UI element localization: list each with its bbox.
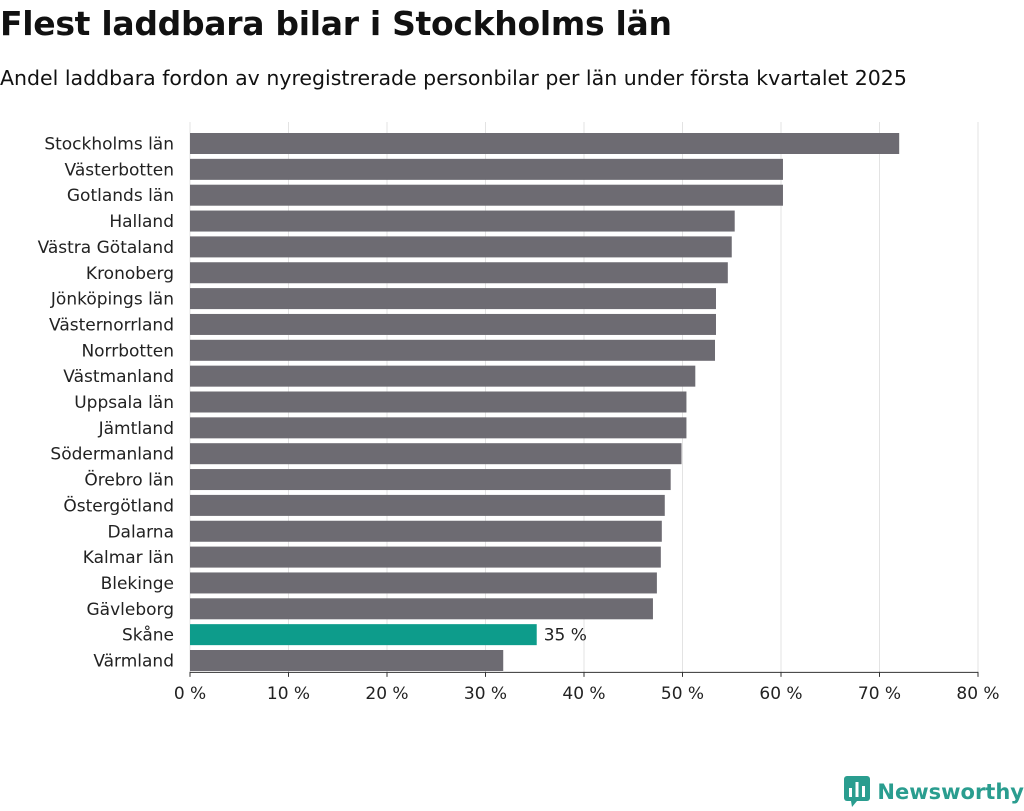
category-label: Kronoberg	[86, 264, 174, 284]
bar	[190, 624, 537, 646]
chart-title: Flest laddbara bilar i Stockholms län	[0, 4, 672, 43]
bar	[190, 520, 662, 542]
category-label: Västernorrland	[49, 315, 174, 335]
bar	[190, 133, 900, 154]
category-label: Jönköpings län	[50, 290, 174, 310]
x-tick-label: 10 %	[267, 684, 310, 704]
bar	[190, 598, 653, 620]
bar	[190, 469, 671, 491]
bar	[190, 313, 716, 335]
bar	[190, 443, 682, 465]
x-tick-label: 70 %	[858, 684, 901, 704]
category-label: Värmland	[93, 652, 174, 672]
category-label: Norrbotten	[81, 341, 174, 361]
category-label: Halland	[109, 212, 174, 232]
data-label: 35 %	[544, 626, 587, 646]
bar-chart-logo-icon	[844, 776, 871, 807]
bar	[190, 365, 696, 387]
category-label: Jämtland	[98, 419, 174, 439]
category-label: Kalmar län	[83, 548, 174, 568]
brand-logo: Newsworthy	[844, 776, 1024, 808]
category-label: Uppsala län	[74, 393, 174, 413]
bar	[190, 494, 665, 516]
x-tick-label: 30 %	[464, 684, 507, 704]
category-label: Skåne	[122, 625, 174, 646]
category-label: Gävleborg	[86, 600, 174, 620]
bar	[190, 210, 735, 232]
bar	[190, 288, 716, 310]
category-label: Stockholms län	[44, 135, 174, 155]
category-label: Gotlands län	[67, 186, 174, 206]
x-tick-label: 20 %	[365, 684, 408, 704]
category-label: Södermanland	[50, 445, 174, 465]
category-label: Västmanland	[63, 367, 174, 387]
bar	[190, 158, 783, 180]
category-label: Blekinge	[101, 574, 174, 594]
bar	[190, 236, 732, 258]
category-label: Östergötland	[63, 494, 174, 516]
category-label: Dalarna	[107, 522, 174, 542]
bar	[190, 546, 661, 568]
bar-chart: Stockholms län Västerbotten Gotlands län Ha…	[38, 122, 1000, 704]
chart-subtitle: Andel laddbara fordon av nyregistrerade …	[0, 66, 907, 90]
bar	[190, 417, 687, 439]
x-tick-label: 80 %	[956, 684, 999, 704]
x-tick-label: 50 %	[661, 684, 704, 704]
bar	[190, 572, 657, 594]
bar	[190, 184, 783, 206]
x-tick-label: 0 %	[174, 684, 206, 704]
bar	[190, 262, 728, 284]
category-label: Västerbotten	[65, 160, 174, 180]
bar	[190, 339, 716, 361]
x-tick-label: 60 %	[759, 684, 802, 704]
category-label: Örebro län	[84, 469, 174, 491]
x-tick-label: 40 %	[562, 684, 605, 704]
category-label: Västra Götaland	[38, 238, 174, 258]
bar	[190, 391, 687, 413]
brand-name: Newsworthy	[877, 780, 1024, 804]
bar	[190, 650, 504, 671]
